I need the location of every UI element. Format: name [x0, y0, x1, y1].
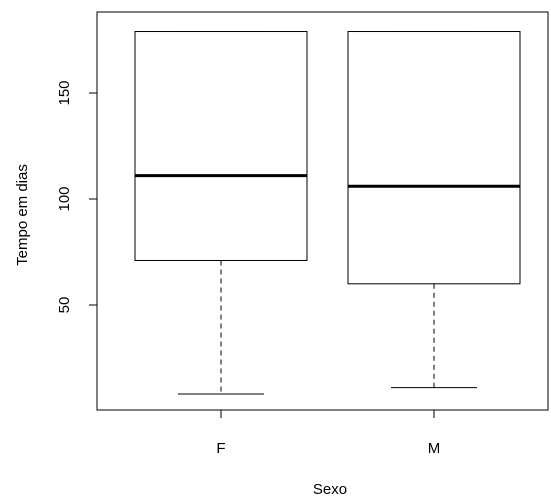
x-tick-label: F	[216, 440, 225, 457]
y-axis-label: Tempo em dias	[14, 164, 31, 266]
x-tick-label: M	[428, 440, 441, 457]
boxes-layer	[134, 31, 521, 395]
box-F	[134, 31, 308, 395]
y-axis: 50 100 150	[56, 80, 98, 314]
y-tick-label: 150	[56, 80, 73, 105]
y-tick-label: 100	[56, 186, 73, 211]
x-axis-label: Sexo	[313, 481, 347, 498]
iqr-box	[347, 31, 521, 285]
box-M	[347, 31, 521, 389]
iqr-box	[134, 31, 308, 261]
y-tick-label: 50	[56, 297, 73, 314]
plot-frame	[96, 11, 549, 411]
